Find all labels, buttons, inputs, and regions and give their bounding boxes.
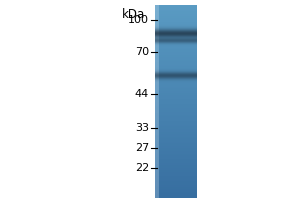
Text: kDa: kDa xyxy=(122,8,145,21)
Text: 22: 22 xyxy=(135,163,149,173)
Text: 100: 100 xyxy=(128,15,149,25)
Text: 70: 70 xyxy=(135,47,149,57)
Text: 33: 33 xyxy=(135,123,149,133)
Text: 44: 44 xyxy=(135,89,149,99)
Text: 27: 27 xyxy=(135,143,149,153)
